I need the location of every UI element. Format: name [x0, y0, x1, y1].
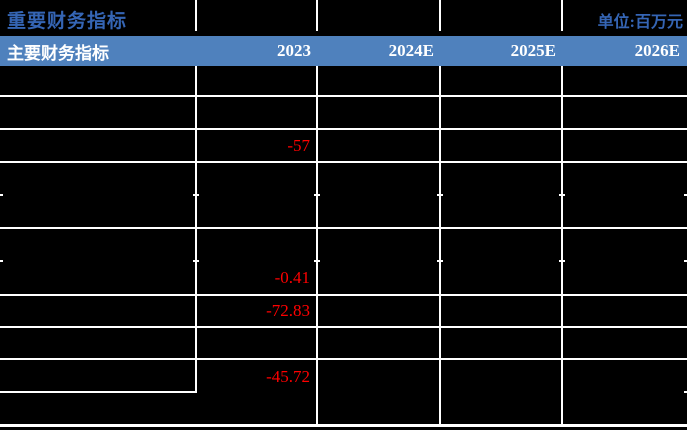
- header-col-2024e: 2024E: [388, 41, 434, 60]
- header-label: 主要财务指标: [7, 43, 109, 63]
- gridline-v: [195, 66, 197, 393]
- gridline-v: [439, 66, 441, 425]
- gridline-h: [0, 95, 687, 97]
- gridline-tick: [0, 194, 3, 196]
- gridline-v: [195, 0, 197, 31]
- gridline-h: [0, 358, 687, 360]
- table-bottom-border: [0, 424, 687, 427]
- gridline-v: [316, 0, 318, 31]
- gridline-tick: [0, 260, 3, 262]
- gridline-tick: [559, 260, 565, 262]
- gridline-tick: [437, 260, 443, 262]
- gridline-tick: [684, 260, 687, 262]
- gridline-h: [0, 326, 687, 328]
- gridline-h: [0, 294, 687, 296]
- gridline-v: [439, 0, 441, 31]
- gridline-tick: [193, 260, 199, 262]
- table-header-row: 主要财务指标 2023 2024E 2025E 2026E: [0, 36, 687, 66]
- gridline-tick: [314, 194, 320, 196]
- gridline-h: [0, 227, 687, 229]
- cell-2023-value: -72.83: [266, 301, 310, 320]
- title-row: 重要财务指标 单位:百万元: [0, 0, 687, 32]
- gridline-v: [561, 0, 563, 31]
- gridline-tick: [437, 194, 443, 196]
- page-title: 重要财务指标: [7, 11, 128, 32]
- header-col-2025e: 2025E: [510, 41, 556, 60]
- gridline-h: [0, 128, 687, 130]
- gridline-v: [561, 66, 563, 425]
- gridline-tick: [193, 194, 199, 196]
- header-col-2026e: 2026E: [634, 41, 680, 60]
- cell-2023-value: -57: [287, 136, 310, 155]
- gridline-tick: [559, 194, 565, 196]
- gridline-tick: [684, 391, 687, 393]
- header-col-2023: 2023: [277, 41, 311, 60]
- unit-label: 单位:百万元: [597, 14, 683, 31]
- gridline-v: [316, 66, 318, 425]
- gridline-h-partial: [0, 391, 197, 393]
- gridline-tick: [684, 194, 687, 196]
- cell-2023-value: -0.41: [274, 268, 310, 287]
- gridline-h: [0, 161, 687, 163]
- cell-2023-value: -45.72: [266, 367, 310, 386]
- gridline-tick: [314, 260, 320, 262]
